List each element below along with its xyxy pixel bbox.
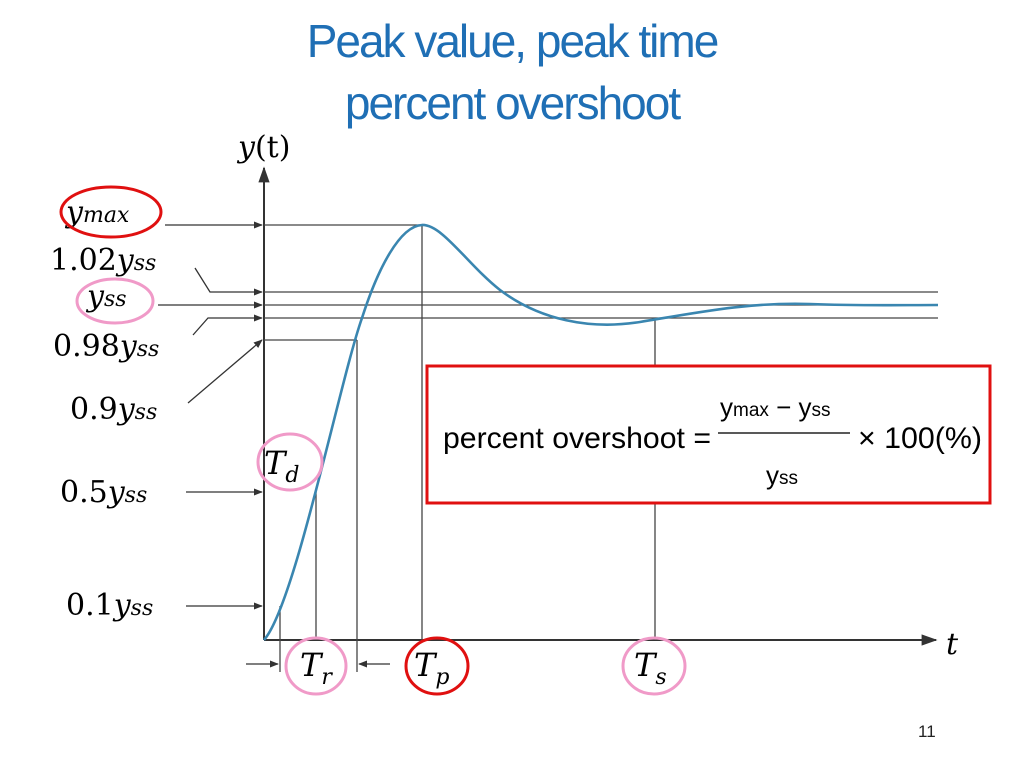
upper-band-label: 1.02yss <box>50 243 156 278</box>
page-number: 11 <box>918 722 936 741</box>
upper-band-arrow <box>194 267 263 296</box>
delay-time-highlight <box>256 432 324 492</box>
formula-numerator: ymax − yss <box>720 392 831 422</box>
formula-factor: × 100(%) <box>858 422 982 455</box>
rise-time-highlight <box>284 636 348 696</box>
formula-lhs: percent overshoot = <box>443 422 711 455</box>
fifty-percent-label: 0.5yss <box>60 475 147 510</box>
steady-state-label: yss <box>85 279 127 314</box>
settling-time-label: Ts <box>634 646 667 690</box>
settling-time-highlight <box>621 636 687 696</box>
lower-band-label: 0.98yss <box>53 329 159 364</box>
ninety-percent-arrow <box>187 339 263 404</box>
x-axis-label: t <box>946 627 959 662</box>
slide-title-line1: Peak value, peak time <box>306 15 720 67</box>
ninety-percent-label: 0.9yss <box>70 392 157 427</box>
overshoot-formula-box: percent overshoot = ymax − yss yss × 100… <box>425 364 992 505</box>
steady-state-highlight <box>75 277 155 325</box>
y-axis-label: y(t) <box>236 130 290 165</box>
step-response-curve <box>263 223 939 641</box>
lower-band-arrow <box>192 314 263 336</box>
formula-denominator: yss <box>766 460 798 490</box>
peak-time-label: Tp <box>414 646 449 690</box>
ten-percent-label: 0.1yss <box>66 588 153 623</box>
peak-time-highlight <box>404 636 470 696</box>
delay-time-label: Td <box>264 444 299 488</box>
ymax-highlight <box>59 185 163 239</box>
slide-title-line2: percent overshoot <box>344 77 681 129</box>
ymax-label: ymax <box>64 195 130 230</box>
rise-time-label: Tr <box>300 646 333 690</box>
